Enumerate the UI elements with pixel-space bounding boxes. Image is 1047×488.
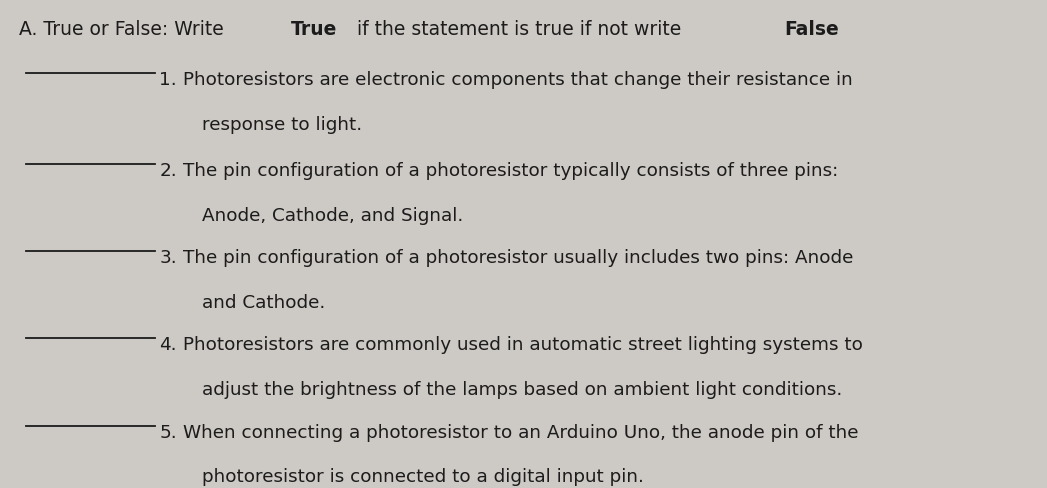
Text: response to light.: response to light. <box>202 116 362 134</box>
Text: A. True or False: Write: A. True or False: Write <box>19 20 229 39</box>
Text: adjust the brightness of the lamps based on ambient light conditions.: adjust the brightness of the lamps based… <box>202 381 843 399</box>
Text: 2.: 2. <box>159 162 177 180</box>
Text: 5.: 5. <box>159 424 177 442</box>
Text: When connecting a photoresistor to an Arduino Uno, the anode pin of the: When connecting a photoresistor to an Ar… <box>183 424 859 442</box>
Text: 4.: 4. <box>159 336 177 354</box>
Text: photoresistor is connected to a digital input pin.: photoresistor is connected to a digital … <box>202 468 644 487</box>
Text: True: True <box>291 20 337 39</box>
Text: 1.: 1. <box>159 71 177 89</box>
Text: False: False <box>784 20 840 39</box>
Text: and Cathode.: and Cathode. <box>202 294 326 312</box>
Text: if the statement is true if not write: if the statement is true if not write <box>351 20 687 39</box>
Text: Photoresistors are electronic components that change their resistance in: Photoresistors are electronic components… <box>183 71 853 89</box>
Text: 3.: 3. <box>159 249 177 267</box>
Text: The pin configuration of a photoresistor typically consists of three pins:: The pin configuration of a photoresistor… <box>183 162 839 180</box>
Text: Photoresistors are commonly used in automatic street lighting systems to: Photoresistors are commonly used in auto… <box>183 336 863 354</box>
Text: Anode, Cathode, and Signal.: Anode, Cathode, and Signal. <box>202 207 464 225</box>
Text: The pin configuration of a photoresistor usually includes two pins: Anode: The pin configuration of a photoresistor… <box>183 249 853 267</box>
